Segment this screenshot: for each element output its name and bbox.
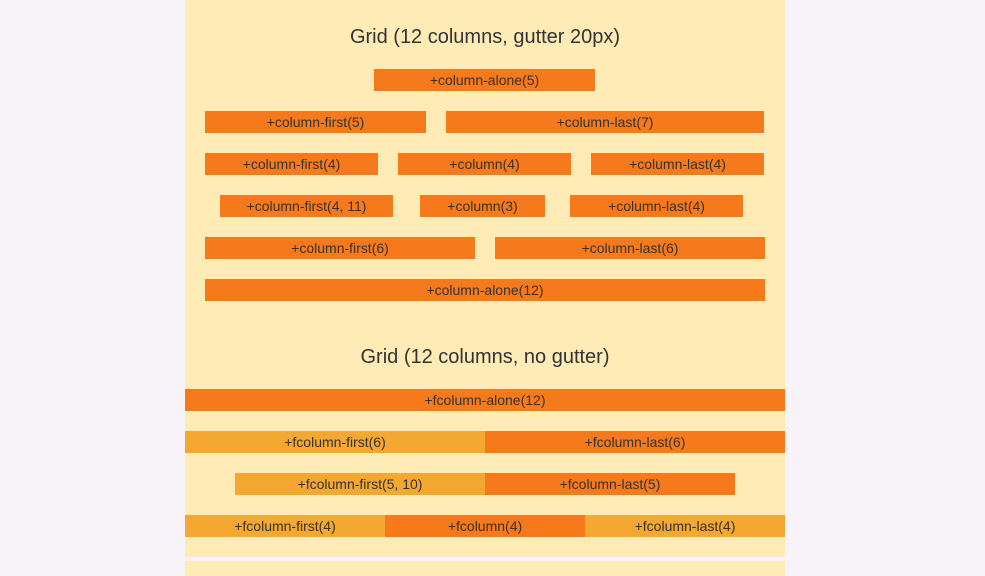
column-first-4-bar: +column-first(4): [205, 153, 378, 175]
column-first-4-11-bar: +column-first(4, 11): [220, 195, 393, 217]
column-alone-5-bar: +column-alone(5): [374, 69, 595, 91]
fcolumn-last-4-bar: +fcolumn-last(4): [585, 515, 785, 537]
fcolumn-4-bar: +fcolumn(4): [385, 515, 585, 537]
fcolumn-last-6-bar: +fcolumn-last(6): [485, 431, 785, 453]
fcolumn-alone-12-bar: +fcolumn-alone(12): [185, 389, 785, 411]
column-alone-12-bar: +column-alone(12): [205, 279, 765, 301]
fcolumn-first-4-bar: +fcolumn-first(4): [185, 515, 385, 537]
column-last-4-bar: +column-last(4): [591, 153, 764, 175]
fcolumn-last-5-bar: +fcolumn-last(5): [485, 473, 735, 495]
column-last-4-bar-offset: +column-last(4): [570, 195, 743, 217]
no-gutter-grid-title: Grid (12 columns, no gutter): [360, 346, 610, 368]
fcolumn-first-6-bar: +fcolumn-first(6): [185, 431, 485, 453]
column-3-bar: +column(3): [420, 195, 545, 217]
column-first-5-bar: +column-first(5): [205, 111, 426, 133]
fcolumn-first-5-10-bar: +fcolumn-first(5, 10): [235, 473, 485, 495]
column-last-6-bar: +column-last(6): [495, 237, 765, 259]
column-last-7-bar: +column-last(7): [446, 111, 764, 133]
gutter-grid-title: Grid (12 columns, gutter 20px): [349, 26, 621, 48]
section-divider: [185, 557, 785, 561]
column-4-bar: +column(4): [398, 153, 571, 175]
grid-demo-container: Grid (12 columns, gutter 20px) +column-a…: [185, 0, 785, 576]
column-first-6-bar: +column-first(6): [205, 237, 475, 259]
